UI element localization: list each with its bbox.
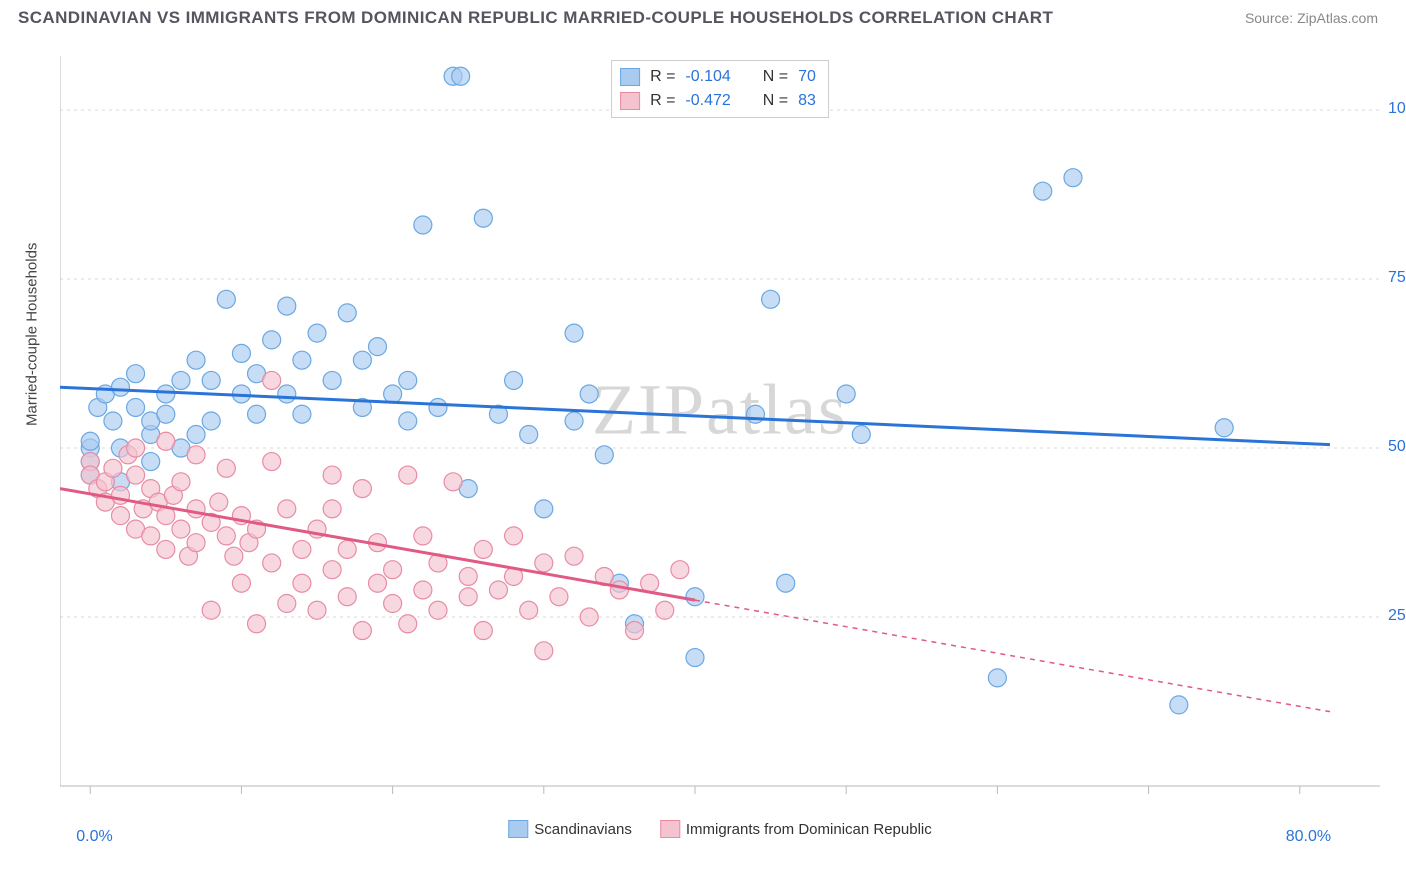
legend-correlation-row: R = -0.472 N = 83 <box>620 89 816 113</box>
legend-n-value: 83 <box>798 92 816 110</box>
y-axis-label: Married-couple Households <box>24 242 41 425</box>
legend-r-label: R = <box>650 92 675 110</box>
legend-n-label: N = <box>763 92 788 110</box>
x-tick-label: 80.0% <box>1286 828 1331 846</box>
series-legend: Scandinavians Immigrants from Dominican R… <box>508 820 932 838</box>
legend-n-value: 70 <box>798 68 816 86</box>
legend-series-label: Scandinavians <box>534 821 632 838</box>
legend-swatch <box>660 820 680 838</box>
legend-r-value: -0.472 <box>685 92 730 110</box>
legend-series-item: Scandinavians <box>508 820 632 838</box>
chart-title: SCANDINAVIAN VS IMMIGRANTS FROM DOMINICA… <box>18 8 1053 28</box>
legend-r-label: R = <box>650 68 675 86</box>
y-tick-label: 25.0% <box>1388 607 1406 625</box>
legend-swatch <box>508 820 528 838</box>
legend-r-value: -0.104 <box>685 68 730 86</box>
source-attribution: Source: ZipAtlas.com <box>1245 10 1378 26</box>
scatter-plot <box>60 56 1380 826</box>
legend-correlation-row: R = -0.104 N = 70 <box>620 65 816 89</box>
legend-swatch <box>620 68 640 86</box>
y-tick-label: 100.0% <box>1388 100 1406 118</box>
x-tick-label: 0.0% <box>76 828 112 846</box>
legend-series-item: Immigrants from Dominican Republic <box>660 820 932 838</box>
correlation-legend: R = -0.104 N = 70 R = -0.472 N = 83 <box>611 60 829 118</box>
legend-n-label: N = <box>763 68 788 86</box>
legend-series-label: Immigrants from Dominican Republic <box>686 821 932 838</box>
y-tick-label: 50.0% <box>1388 438 1406 456</box>
chart-area: Married-couple Households ZIPatlas R = -… <box>60 56 1380 826</box>
legend-swatch <box>620 92 640 110</box>
y-tick-label: 75.0% <box>1388 269 1406 287</box>
